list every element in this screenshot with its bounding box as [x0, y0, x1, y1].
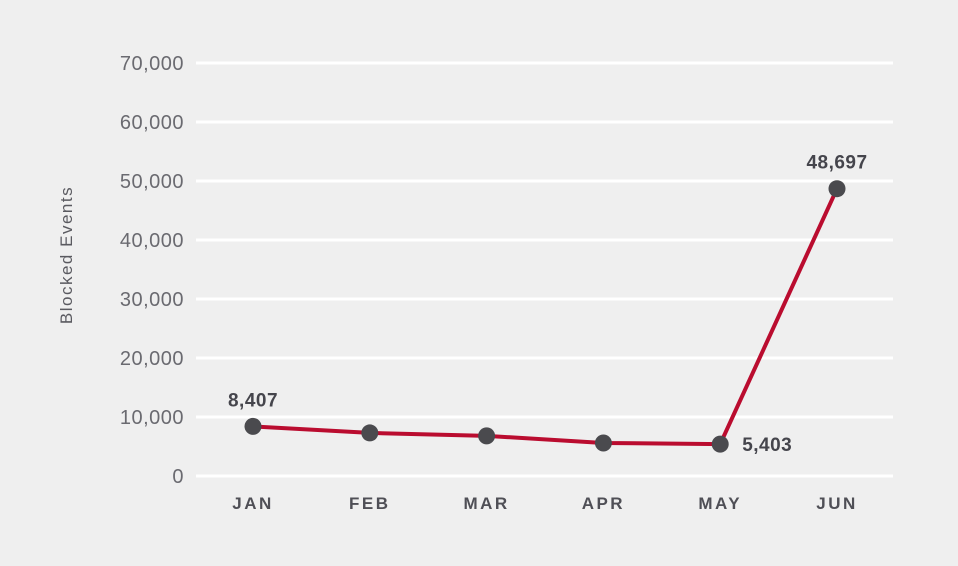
data-point	[361, 424, 379, 442]
data-point	[828, 180, 846, 198]
y-tick-label: 10,000	[120, 407, 184, 429]
y-tick-label: 20,000	[120, 348, 184, 370]
x-tick-label: MAR	[463, 494, 509, 513]
x-tick-label: JAN	[232, 494, 274, 513]
y-tick-label: 50,000	[120, 171, 184, 193]
x-tick-label: MAY	[698, 494, 742, 513]
y-tick-label: 0	[172, 466, 184, 488]
x-tick-label: JUN	[816, 494, 858, 513]
data-point	[594, 434, 612, 452]
x-tick-label: APR	[582, 494, 625, 513]
data-point	[711, 435, 729, 453]
y-tick-label: 30,000	[120, 289, 184, 311]
y-tick-label: 40,000	[120, 230, 184, 252]
series-line	[251, 186, 839, 447]
data-point-label: 8,407	[228, 390, 278, 411]
y-tick-label: 60,000	[120, 112, 184, 134]
data-point-label: 5,403	[742, 435, 792, 456]
x-tick-label: FEB	[349, 494, 391, 513]
data-point-label: 48,697	[806, 153, 867, 174]
data-point	[478, 427, 496, 445]
data-point	[244, 417, 262, 435]
y-axis-title: Blocked Events	[57, 185, 76, 325]
y-tick-label: 70,000	[120, 53, 184, 75]
